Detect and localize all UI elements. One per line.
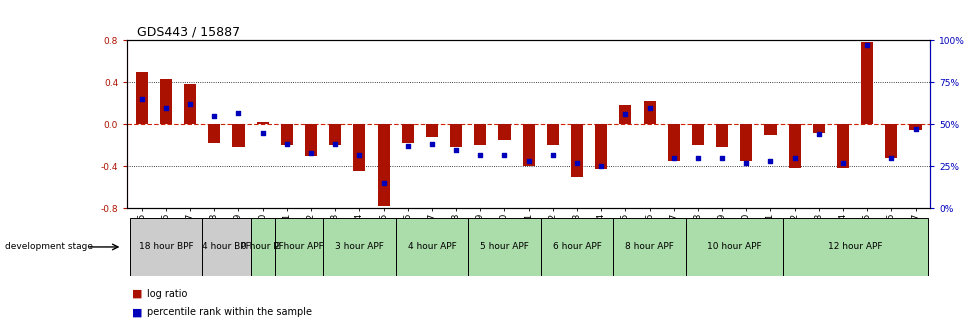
Bar (595, 124, 606, 169)
Point (182, 101, 198, 107)
Bar (498, 124, 510, 140)
Bar (781, 218, 927, 276)
Point (158, 105, 174, 110)
Text: 4 hour BPF: 4 hour BPF (201, 243, 250, 251)
Text: 4 hour APF: 4 hour APF (407, 243, 456, 251)
Bar (275, 218, 323, 276)
Bar (570, 124, 583, 177)
Point (351, 152, 367, 157)
Point (376, 180, 391, 186)
Point (472, 152, 488, 157)
Point (834, 160, 850, 166)
Text: 0 hour PF: 0 hour PF (241, 243, 284, 251)
Text: 8 hour APF: 8 hour APF (625, 243, 673, 251)
Bar (619, 106, 631, 124)
Bar (450, 124, 462, 148)
Point (279, 142, 294, 147)
Point (303, 150, 319, 156)
Point (327, 142, 342, 147)
Text: 3 hour APF: 3 hour APF (334, 243, 383, 251)
Bar (129, 218, 202, 276)
Point (665, 155, 681, 161)
Bar (812, 124, 824, 133)
Point (882, 155, 898, 161)
Bar (232, 124, 244, 148)
Text: 12 hour APF: 12 hour APF (827, 243, 881, 251)
Bar (691, 124, 703, 145)
Point (737, 160, 753, 166)
Bar (305, 124, 317, 156)
Point (617, 112, 633, 117)
Bar (202, 218, 250, 276)
Bar (612, 218, 686, 276)
Bar (401, 124, 414, 143)
Point (689, 155, 705, 161)
Text: percentile rank within the sample: percentile rank within the sample (147, 307, 312, 318)
Bar (323, 218, 395, 276)
Point (423, 142, 439, 147)
Text: ■: ■ (132, 289, 143, 299)
Point (448, 147, 464, 152)
Point (593, 164, 608, 169)
Text: log ratio: log ratio (147, 289, 187, 299)
Point (254, 130, 270, 135)
Bar (540, 218, 612, 276)
Bar (395, 218, 467, 276)
Text: 6 hour APF: 6 hour APF (552, 243, 600, 251)
Text: GDS443 / 15887: GDS443 / 15887 (137, 26, 240, 39)
Point (545, 152, 560, 157)
Bar (281, 124, 292, 145)
Point (568, 160, 584, 166)
Point (400, 143, 416, 149)
Point (762, 159, 778, 164)
Point (134, 96, 150, 102)
Bar (250, 218, 275, 276)
Text: 2 hour APF: 2 hour APF (274, 243, 323, 251)
Text: development stage: development stage (5, 243, 93, 251)
Text: 10 hour APF: 10 hour APF (706, 243, 761, 251)
Point (859, 43, 874, 48)
Point (714, 155, 730, 161)
Point (231, 110, 246, 115)
Point (520, 159, 536, 164)
Bar (467, 218, 540, 276)
Bar (329, 124, 341, 145)
Bar (715, 124, 728, 148)
Bar (686, 218, 781, 276)
Bar (667, 124, 679, 161)
Bar (764, 124, 776, 135)
Point (786, 155, 802, 161)
Bar (159, 79, 172, 124)
Bar (884, 124, 897, 158)
Bar (739, 124, 751, 161)
Point (907, 127, 922, 132)
Bar (522, 124, 534, 166)
Bar (836, 124, 848, 168)
Point (641, 105, 656, 110)
Point (496, 152, 511, 157)
Bar (861, 42, 872, 124)
Bar (256, 122, 268, 124)
Bar (136, 72, 148, 124)
Bar (184, 84, 196, 124)
Bar (643, 101, 655, 124)
Bar (547, 124, 558, 145)
Text: 18 hour BPF: 18 hour BPF (139, 243, 193, 251)
Bar (473, 124, 486, 145)
Text: ■: ■ (132, 307, 143, 318)
Bar (788, 124, 800, 168)
Bar (353, 124, 365, 170)
Bar (378, 124, 389, 206)
Bar (425, 124, 437, 137)
Point (206, 113, 222, 119)
Bar (208, 124, 220, 143)
Point (810, 132, 825, 137)
Bar (909, 124, 920, 130)
Text: 5 hour APF: 5 hour APF (479, 243, 528, 251)
